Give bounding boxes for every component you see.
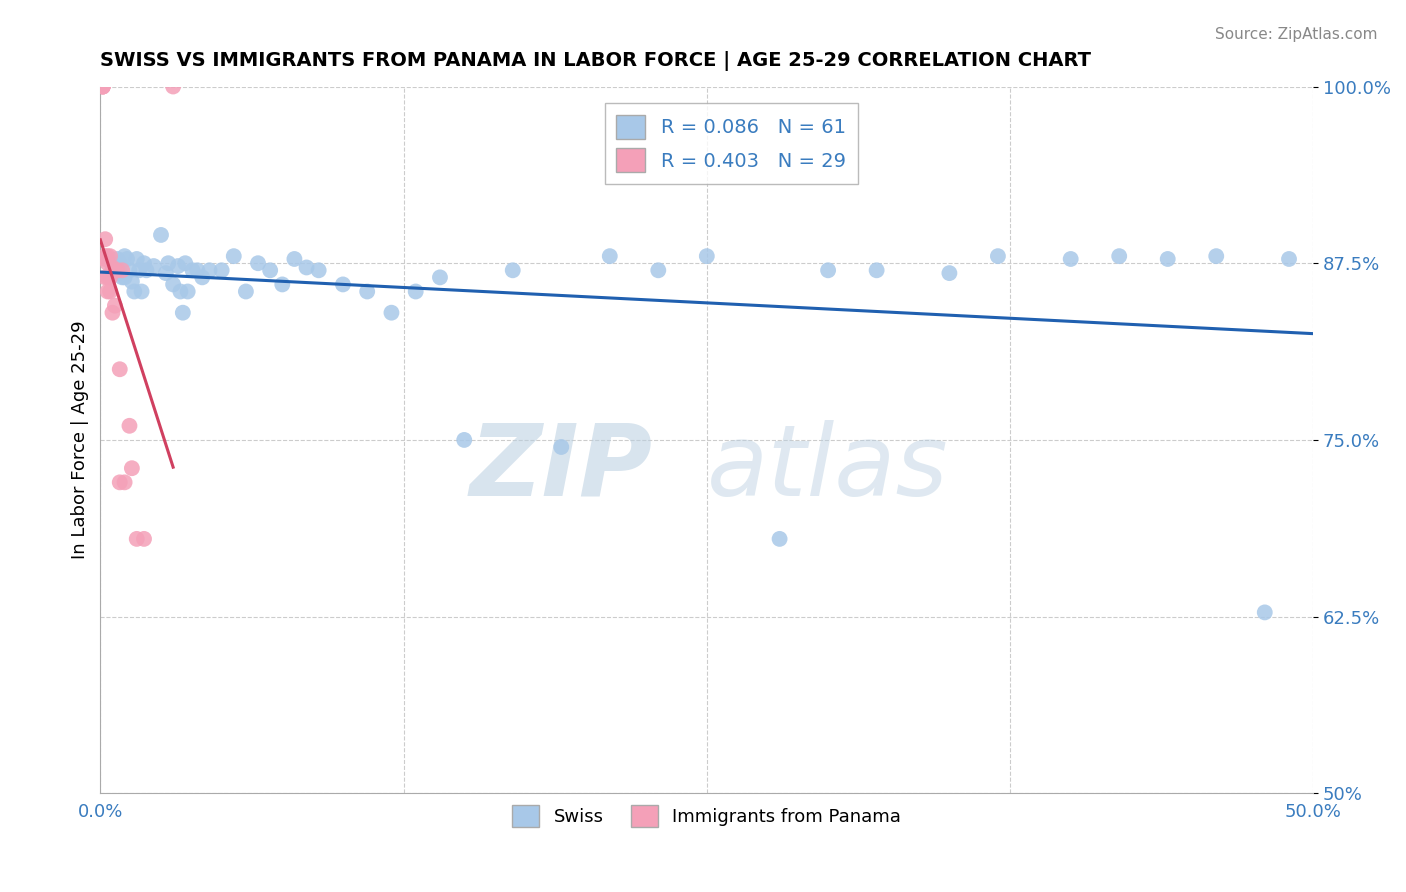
Point (101, 260, 124, 275)
Point (332, 277, 354, 292)
Point (114, 475, 136, 490)
Point (94, 270, 117, 285)
Point (132, 532, 155, 546)
Point (176, 285, 198, 299)
Point (125, 252, 148, 266)
Point (1108, 249, 1130, 263)
Point (283, 252, 305, 266)
Point (198, 263, 221, 277)
Legend: Swiss, Immigrants from Panama: Swiss, Immigrants from Panama (505, 797, 908, 834)
Point (259, 263, 281, 277)
Point (125, 532, 148, 546)
Point (191, 270, 214, 285)
Point (97, 285, 120, 299)
Point (108, 256, 131, 270)
Point (1157, 252, 1180, 266)
Point (1278, 252, 1301, 266)
Point (118, 418, 141, 433)
Point (115, 252, 138, 266)
Point (308, 263, 330, 277)
Point (235, 285, 257, 299)
Point (150, 227, 173, 242)
Point (121, 275, 143, 289)
Point (108, 475, 131, 490)
Point (169, 285, 191, 299)
Point (101, 263, 124, 277)
Point (356, 285, 378, 299)
Point (247, 256, 270, 270)
Point (295, 260, 318, 275)
Point (91, 79, 114, 94)
Point (94, 232, 117, 246)
Point (91, 79, 114, 94)
Point (647, 263, 669, 277)
Point (135, 263, 157, 277)
Point (101, 306, 124, 320)
Point (105, 252, 128, 266)
Point (157, 256, 180, 270)
Point (98, 249, 121, 263)
Point (114, 270, 136, 285)
Point (987, 249, 1010, 263)
Point (599, 249, 621, 263)
Point (124, 285, 146, 299)
Point (118, 263, 141, 277)
Point (271, 277, 294, 292)
Point (167, 259, 190, 273)
Point (131, 285, 153, 299)
Point (104, 263, 127, 277)
Point (97, 256, 120, 270)
Point (114, 249, 136, 263)
Point (405, 285, 427, 299)
Point (94, 252, 117, 266)
Point (162, 79, 184, 94)
Text: ZIP: ZIP (470, 420, 652, 516)
Point (111, 263, 134, 277)
Point (768, 532, 790, 546)
Point (1060, 252, 1083, 266)
Point (104, 299, 127, 313)
Point (1254, 606, 1277, 620)
Point (142, 259, 165, 273)
Point (429, 270, 451, 285)
Point (211, 263, 233, 277)
Text: Source: ZipAtlas.com: Source: ZipAtlas.com (1215, 27, 1378, 42)
Point (502, 263, 524, 277)
Text: atlas: atlas (707, 420, 949, 516)
Point (91, 79, 114, 94)
Point (162, 277, 184, 292)
Point (98, 285, 121, 299)
Point (94, 249, 117, 263)
Point (174, 256, 197, 270)
Point (91, 79, 114, 94)
Point (155, 266, 177, 280)
Point (105, 263, 128, 277)
Y-axis label: In Labor Force | Age 25-29: In Labor Force | Age 25-29 (72, 320, 89, 559)
Point (817, 263, 839, 277)
Point (186, 263, 208, 277)
Point (550, 440, 572, 454)
Point (98, 270, 121, 285)
Point (111, 270, 134, 285)
Point (97, 249, 120, 263)
Text: SWISS VS IMMIGRANTS FROM PANAMA IN LABOR FORCE | AGE 25-29 CORRELATION CHART: SWISS VS IMMIGRANTS FROM PANAMA IN LABOR… (100, 51, 1091, 70)
Point (181, 263, 204, 277)
Point (97, 270, 120, 285)
Point (172, 306, 194, 320)
Point (128, 263, 150, 277)
Point (453, 433, 475, 447)
Point (222, 249, 245, 263)
Point (108, 266, 131, 280)
Point (938, 266, 960, 280)
Point (696, 249, 718, 263)
Point (108, 362, 131, 376)
Point (121, 461, 143, 475)
Point (865, 263, 887, 277)
Point (1205, 249, 1227, 263)
Point (132, 256, 155, 270)
Point (380, 306, 402, 320)
